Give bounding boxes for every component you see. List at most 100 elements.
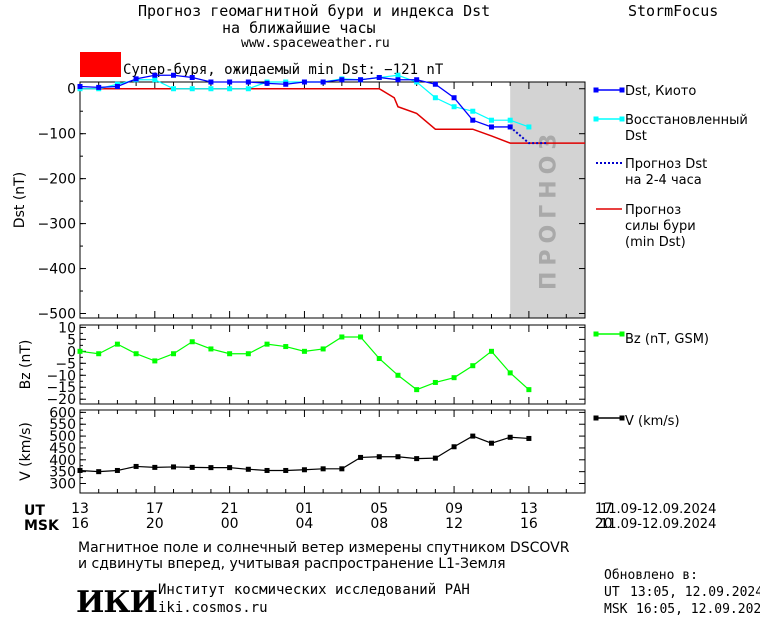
bz-ytick-label: −20 [46, 392, 76, 408]
legend-dst-forecast-2: на 2-4 часа [625, 173, 702, 188]
bz-line [79, 336, 530, 391]
bz-line-point [432, 379, 438, 385]
v-ytick-label: 550 [49, 417, 76, 433]
dst-restored-line-point [189, 86, 195, 92]
msk-tick-label: 12 [445, 516, 463, 532]
v-line-point [488, 440, 494, 446]
dst-restored-line-point [245, 86, 251, 92]
dst-kyoto-line-point [77, 83, 83, 89]
v-line-point [227, 465, 233, 471]
panel-frame-v [79, 409, 586, 494]
v-line-point [77, 467, 83, 473]
bz-line-point [171, 351, 177, 357]
dst-ytick-label: −100 [38, 127, 76, 143]
v-line-point [507, 434, 513, 440]
dst-ytick-label: −300 [38, 217, 76, 233]
dst-restored-line-point [488, 117, 494, 123]
dst-kyoto-line-point [208, 79, 214, 85]
dst-kyoto-line-point [451, 95, 457, 101]
v-ytick-label: 300 [49, 477, 76, 493]
dst-restored-line-point [227, 86, 233, 92]
legend-dst-kyoto-marker-dot [593, 87, 599, 93]
msk-tick-label: 16 [71, 516, 89, 532]
dst-ytick-label: 0 [67, 82, 76, 98]
bz-line-point [507, 370, 513, 376]
msk-tick-label: 00 [221, 516, 239, 532]
storm-level-swatch [80, 52, 121, 77]
v-line-point [301, 467, 307, 473]
bz-line-point [133, 351, 139, 357]
dst-kyoto-line-point [152, 72, 158, 78]
panel-frame-dst [79, 81, 586, 319]
institute-link[interactable]: iki.cosmos.ru [158, 600, 268, 616]
msk-axis-label: MSK [24, 518, 60, 534]
website-link[interactable]: www.spaceweather.ru [241, 36, 390, 51]
bz-ytick-label: −15 [46, 380, 76, 396]
ut-tick-label: 05 [370, 501, 388, 517]
bz-line-point [451, 375, 457, 381]
v-line-point [96, 469, 102, 475]
updated-label: Обновлено в: [604, 568, 698, 583]
iki-logo: ИКИ [76, 585, 158, 620]
bz-ytick-label: 5 [67, 332, 76, 348]
legend-storm-forecast-3: (min Dst) [625, 235, 686, 250]
ut-tick-label: 09 [445, 501, 463, 517]
v-line-point [414, 456, 420, 462]
bz-line-point [526, 387, 532, 393]
dst-kyoto-line-point [358, 77, 364, 83]
bz-ylabel: Bz (nT) [18, 340, 34, 390]
legend-storm-forecast-1: Прогноз [625, 203, 681, 218]
updated-ut-label: UT [604, 585, 620, 600]
ut-tick-label: 21 [221, 501, 239, 517]
bz-line-point [488, 348, 494, 354]
bz-ytick-label: −5 [55, 356, 76, 372]
v-line-point [152, 464, 158, 470]
legend-bz-marker-dot [619, 331, 625, 337]
dst-restored-line-point [208, 86, 214, 92]
dst-kyoto-line-point [301, 79, 307, 85]
dst-kyoto-line-point [264, 80, 270, 86]
forecast-zone [510, 82, 585, 318]
storm-forecast-line [80, 87, 585, 144]
v-line-point [395, 454, 401, 460]
bz-line-point [227, 351, 233, 357]
bz-line-point [283, 344, 289, 350]
legend-dst-restored-2: Dst [625, 129, 647, 144]
v-ytick-label: 350 [49, 465, 76, 481]
dst-kyoto-line-point [133, 76, 139, 82]
v-line-point [432, 455, 438, 461]
bz-line-point [189, 339, 195, 345]
legend-bz: Bz (nT, GSM) [625, 332, 709, 347]
dst-kyoto-line-point [171, 72, 177, 78]
v-line-point [339, 466, 345, 472]
legend-dst-kyoto-marker-dot [619, 87, 625, 93]
dst-ylabel: Dst (nT) [12, 172, 28, 228]
ut-tick-label: 17 [146, 501, 164, 517]
bz-line-point [152, 358, 158, 364]
dst-restored-line-point [432, 95, 438, 101]
v-line-point [189, 464, 195, 470]
legend-dst-forecast-1: Прогноз Dst [625, 157, 707, 172]
v-line [79, 435, 529, 473]
v-ytick-label: 450 [49, 441, 76, 457]
msk-date-range: 11.09-12.09.2024 [600, 517, 716, 532]
legend-v: V (km/s) [625, 414, 680, 429]
dst-restored-line-point [507, 117, 513, 123]
v-line-point [171, 464, 177, 470]
footer-note-2: и сдвинуты вперед, учитывая распростране… [78, 556, 506, 572]
dst-ytick-label: −400 [38, 262, 76, 278]
dst-forecast-line [509, 126, 548, 145]
dst-kyoto-line-point [395, 77, 401, 83]
page-subtitle: на ближайшие часы [222, 19, 376, 37]
dst-restored-line-point [470, 108, 476, 114]
dst-restored-line-point [451, 104, 457, 110]
panel-frame-bz [79, 324, 586, 405]
ut-axis-label: UT [24, 503, 45, 519]
msk-tick-label: 20 [146, 516, 164, 532]
bz-ytick-label: 10 [58, 320, 76, 336]
dst-kyoto-line [79, 74, 511, 128]
dst-restored-line-point [526, 124, 532, 130]
v-line-point [114, 467, 120, 473]
dst-kyoto-line-point [189, 75, 195, 81]
v-line-point [133, 463, 139, 469]
